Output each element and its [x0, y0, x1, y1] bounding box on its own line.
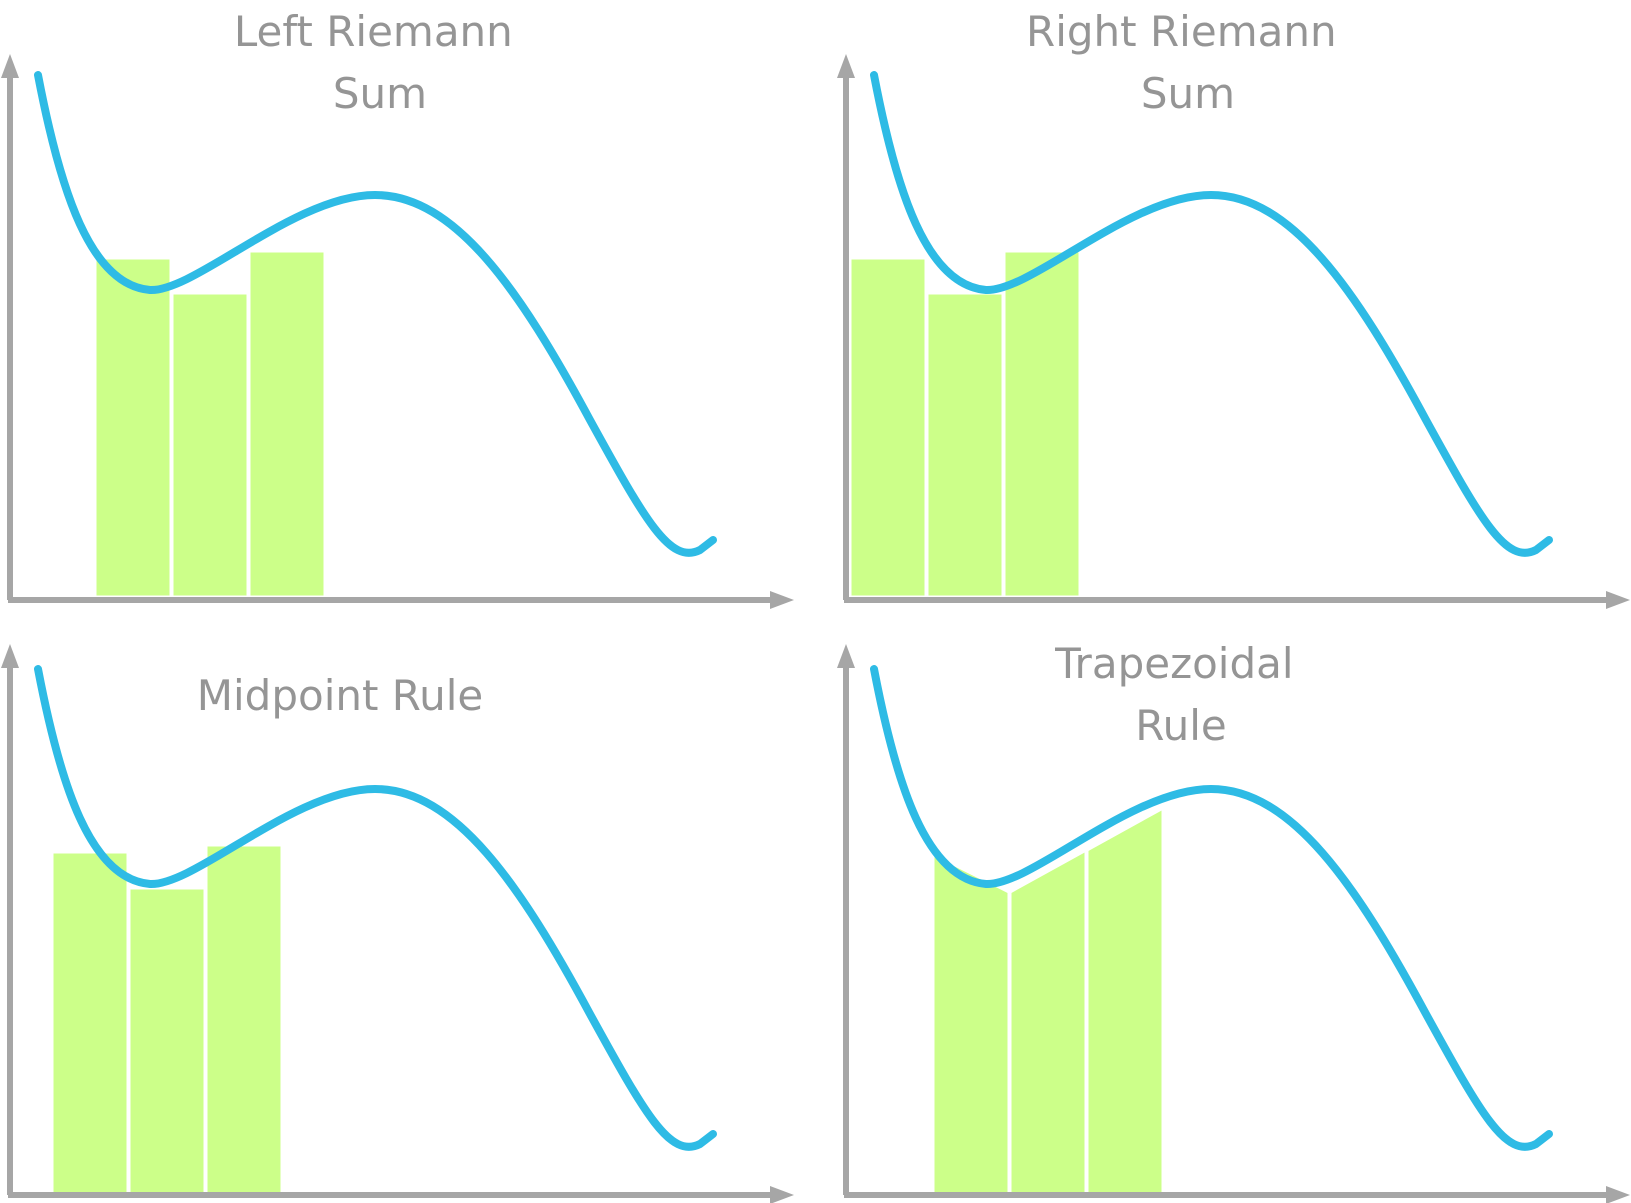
approximation-trapezoids — [931, 805, 1165, 1197]
approximation-rectangle-3 — [247, 249, 327, 599]
panel-left-riemann-sum: Left Riemann Sum — [1, 7, 794, 609]
axes — [1, 54, 794, 609]
panel-title-line-2: Rule — [1135, 701, 1226, 750]
x-axis-arrowhead — [770, 1186, 794, 1203]
approximation-rectangles — [93, 249, 327, 599]
panel-title: Midpoint Rule — [197, 671, 483, 720]
axes — [1, 644, 794, 1203]
approximation-rectangle-1 — [50, 850, 130, 1197]
approximation-rectangle-1 — [93, 256, 173, 599]
y-axis-arrowhead — [837, 644, 855, 668]
y-axis-arrowhead — [1, 54, 19, 78]
x-axis-arrowhead — [1606, 591, 1630, 609]
panel-title: Trapezoidal Rule — [1054, 639, 1307, 750]
approximation-rectangles — [848, 249, 1082, 599]
approximation-rectangle-3 — [1002, 249, 1082, 599]
panel-title-line-1: Trapezoidal — [1054, 639, 1293, 688]
x-axis-arrowhead — [1606, 1186, 1630, 1203]
panel-title-line-2: Sum — [333, 69, 427, 118]
y-axis-arrowhead — [1, 644, 19, 668]
approximation-rectangle-2 — [127, 886, 207, 1197]
approximation-rectangle-3 — [204, 843, 284, 1197]
axes — [837, 644, 1630, 1203]
x-axis-arrowhead — [770, 591, 794, 609]
panel-title: Left Riemann Sum — [234, 7, 526, 118]
panel-right-riemann-sum: Right Riemann Sum — [837, 7, 1630, 609]
approximation-trapezoid-3 — [1085, 805, 1165, 1197]
axes — [837, 54, 1630, 609]
panel-midpoint-rule: Midpoint Rule — [1, 644, 794, 1203]
approximation-rectangle-2 — [925, 291, 1005, 599]
panel-title-line-1: Left Riemann — [234, 7, 513, 56]
approximation-trapezoid-2 — [1008, 847, 1088, 1197]
panel-title-line-1: Right Riemann — [1026, 7, 1337, 56]
approximation-rectangles — [50, 843, 284, 1197]
panel-title-line-2: Sum — [1141, 69, 1235, 118]
approximation-rectangle-2 — [170, 291, 250, 599]
panel-trapezoidal-rule: Trapezoidal Rule — [837, 639, 1630, 1203]
panel-title: Right Riemann Sum — [1026, 7, 1350, 118]
approximation-rectangle-1 — [848, 256, 928, 599]
panel-title-line-1: Midpoint Rule — [197, 671, 483, 720]
y-axis-arrowhead — [837, 54, 855, 78]
approximation-trapezoid-1 — [931, 851, 1011, 1197]
